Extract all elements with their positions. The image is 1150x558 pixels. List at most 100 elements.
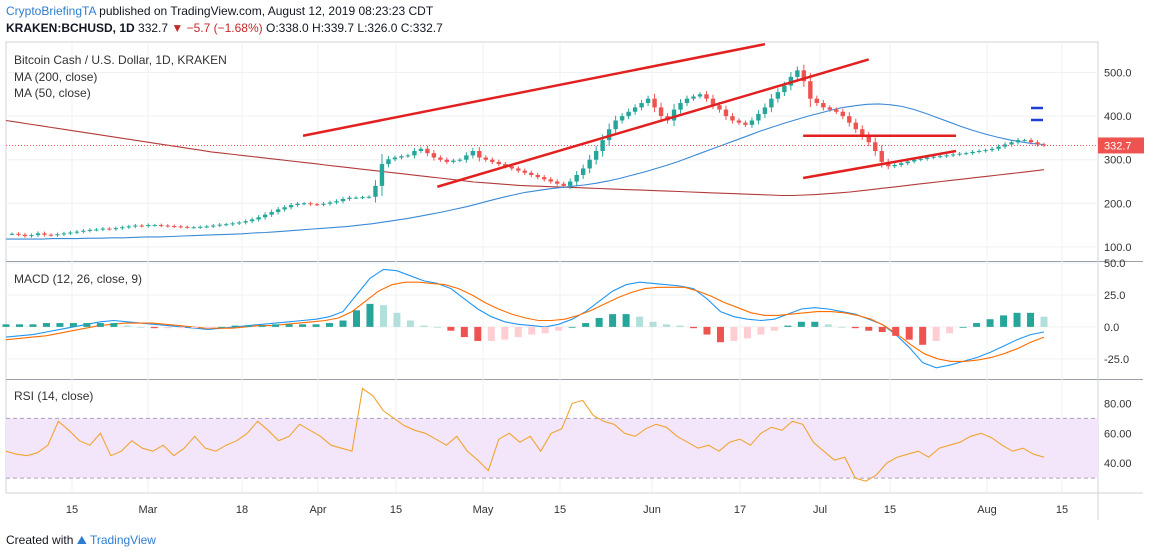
candle-body bbox=[412, 151, 417, 156]
candle-body bbox=[185, 226, 190, 228]
macd-histogram-bar bbox=[649, 321, 657, 327]
macd-histogram-bar bbox=[366, 303, 374, 327]
price-tick-label: 100.0 bbox=[1104, 242, 1132, 254]
candle-body bbox=[671, 109, 677, 121]
candle-body bbox=[808, 81, 813, 99]
candle-body bbox=[243, 221, 248, 223]
price-tick-label: 400.0 bbox=[1104, 111, 1132, 123]
candle-body bbox=[327, 202, 333, 204]
candle-body bbox=[658, 107, 664, 117]
candle-body bbox=[464, 155, 469, 160]
candle-body bbox=[431, 153, 437, 158]
trendline bbox=[302, 42, 766, 137]
macd-histogram-bar bbox=[352, 310, 360, 327]
macd-histogram-bar bbox=[110, 323, 118, 327]
macd-histogram-bar bbox=[757, 326, 765, 335]
candle-body bbox=[172, 225, 177, 227]
macd-histogram-bar bbox=[150, 326, 158, 329]
candle-body bbox=[937, 156, 943, 158]
candle-body bbox=[451, 160, 456, 162]
candle-body bbox=[288, 205, 294, 208]
candle-body bbox=[314, 204, 320, 206]
candle-body bbox=[438, 157, 443, 160]
candle-body bbox=[834, 109, 839, 112]
author-link[interactable]: CryptoBriefingTA bbox=[6, 4, 96, 18]
candle-body bbox=[743, 122, 748, 125]
macd-histogram-bar bbox=[406, 320, 414, 327]
macd-histogram-bar bbox=[865, 326, 873, 331]
candle-body bbox=[74, 231, 80, 233]
candle-body bbox=[697, 94, 703, 97]
candle-body bbox=[392, 157, 398, 160]
macd-histogram-bar bbox=[164, 326, 172, 329]
candle-body bbox=[691, 96, 696, 99]
candle-body bbox=[866, 135, 871, 143]
macd-histogram-bar bbox=[797, 321, 805, 327]
candle-body bbox=[911, 159, 917, 162]
candle-body bbox=[100, 228, 106, 230]
ohlc-values: O:338.0 H:339.7 L:326.0 C:332.7 bbox=[266, 21, 443, 35]
macd-histogram-bar bbox=[959, 326, 967, 328]
candle-body bbox=[684, 98, 690, 104]
candle-body bbox=[353, 197, 359, 199]
candle-body bbox=[152, 225, 157, 227]
candle-body bbox=[366, 196, 372, 198]
price-pane-title: Bitcoin Cash / U.S. Dollar, 1D, KRAKEN bbox=[14, 53, 227, 67]
candle-body bbox=[704, 94, 709, 99]
candle-body bbox=[632, 107, 638, 112]
x-tick-label: 15 bbox=[1056, 504, 1068, 516]
rsi-tick-label: 60.00 bbox=[1104, 428, 1132, 440]
x-tick-label: Aug bbox=[977, 504, 997, 516]
candle-body bbox=[626, 111, 631, 117]
x-tick-label: 15 bbox=[554, 504, 566, 516]
macd-histogram-bar bbox=[555, 326, 563, 331]
candle-body bbox=[16, 233, 21, 235]
macd-histogram-bar bbox=[1000, 315, 1008, 327]
candle-body bbox=[782, 85, 787, 93]
macd-histogram-bar bbox=[433, 326, 441, 328]
candle-body bbox=[386, 159, 391, 165]
trendline bbox=[802, 149, 957, 180]
macd-histogram-bar bbox=[730, 326, 738, 341]
candle-body bbox=[217, 224, 222, 226]
candle-body bbox=[749, 120, 755, 125]
macd-histogram-bar bbox=[393, 312, 401, 327]
macd-histogram-bar bbox=[851, 326, 859, 329]
macd-histogram-bar bbox=[663, 324, 671, 327]
candle-body bbox=[801, 70, 807, 82]
candle-body bbox=[613, 120, 618, 130]
candle-body bbox=[593, 151, 599, 160]
candle-body bbox=[418, 148, 424, 151]
candle-body bbox=[249, 219, 255, 222]
macd-histogram-bar bbox=[622, 314, 630, 327]
candle-body bbox=[645, 98, 651, 104]
candle-body bbox=[924, 157, 930, 159]
candle-body bbox=[42, 233, 47, 235]
candle-body bbox=[970, 151, 975, 154]
macd-histogram-bar bbox=[460, 326, 468, 338]
candle-body bbox=[950, 154, 956, 156]
macd-histogram-bar bbox=[474, 326, 482, 341]
x-tick-label: 18 bbox=[236, 504, 248, 516]
macd-histogram-bar bbox=[123, 325, 131, 327]
candle-body bbox=[529, 172, 534, 175]
rsi-band bbox=[6, 418, 1098, 479]
candle-body bbox=[535, 174, 540, 178]
publish-header: CryptoBriefingTA published on TradingVie… bbox=[6, 4, 433, 18]
tradingview-brand[interactable]: TradingView bbox=[89, 533, 156, 547]
candle-body bbox=[606, 129, 612, 141]
candle-body bbox=[107, 228, 112, 230]
candle-body bbox=[347, 197, 352, 199]
macd-histogram-bar bbox=[716, 326, 724, 343]
candle-body bbox=[1015, 140, 1021, 143]
candle-body bbox=[35, 233, 41, 236]
macd-histogram-bar bbox=[379, 305, 387, 327]
candle-body bbox=[710, 98, 716, 106]
footer: Created with ⛰ TradingView bbox=[6, 533, 156, 548]
rsi-tick-label: 40.00 bbox=[1104, 458, 1132, 470]
candle-body bbox=[94, 229, 99, 231]
macd-histogram-bar bbox=[420, 325, 428, 327]
symbol-header: KRAKEN:BCHUSD, 1D 332.7 ▼ −5.7 (−1.68%) … bbox=[6, 21, 443, 35]
candle-body bbox=[178, 226, 183, 228]
